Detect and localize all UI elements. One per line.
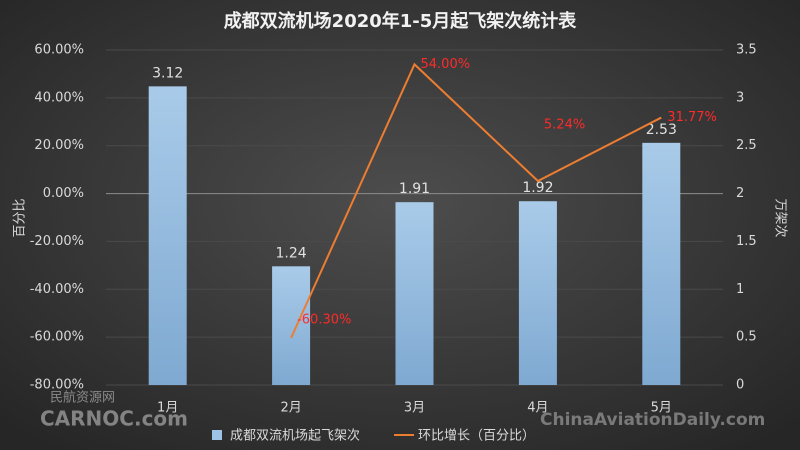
data-label: 54.00%: [421, 57, 471, 72]
data-label: 1.91: [399, 181, 430, 197]
y2-tick-label: 1: [736, 282, 744, 297]
y2-axis-title: 万架次: [773, 198, 789, 237]
y2-tick-label: 1.5: [736, 234, 757, 249]
bar: [642, 142, 681, 385]
data-label: 31.77%: [667, 110, 717, 125]
y2-tick-label: 2: [736, 186, 744, 201]
legend-label: 成都双流机场起飞架次: [230, 428, 360, 444]
data-label: -60.30%: [297, 312, 351, 327]
legend-swatch: [212, 430, 222, 440]
data-label: 1.92: [522, 180, 553, 196]
bar: [148, 86, 187, 385]
x-tick-label: 1月: [157, 401, 178, 416]
bar: [272, 266, 311, 385]
y-tick-label: -80.00%: [30, 378, 84, 393]
y-tick-label: 60.00%: [34, 43, 84, 58]
watermark: 民航资源网: [50, 390, 115, 406]
data-label: 1.24: [276, 245, 307, 261]
y-tick-label: 0.00%: [43, 186, 84, 201]
y-axis-title: 百分比: [13, 198, 28, 237]
y2-tick-label: 3: [736, 90, 744, 105]
data-label: 5.24%: [544, 118, 585, 133]
x-tick-label: 3月: [404, 401, 425, 416]
y-tick-label: -20.00%: [30, 234, 84, 249]
y-tick-label: 40.00%: [34, 90, 84, 105]
y-tick-label: -60.00%: [30, 330, 84, 345]
bar: [518, 201, 557, 385]
watermark: ChinaAviationDaily.com: [540, 410, 765, 430]
y2-tick-label: 0: [736, 378, 744, 393]
data-label: 2.53: [646, 122, 677, 138]
bar: [395, 202, 434, 385]
x-tick-label: 5月: [651, 401, 672, 416]
y2-tick-label: 2.5: [736, 138, 757, 153]
chart-title: 成都双流机场2020年1-5月起飞架次统计表: [224, 10, 578, 32]
watermark: CARNOC.com: [40, 407, 188, 431]
x-tick-label: 4月: [527, 401, 548, 416]
y-tick-label: 20.00%: [34, 138, 84, 153]
line: [290, 62, 662, 339]
data-label: 3.12: [152, 65, 183, 81]
legend-label: 环比增长（百分比）: [418, 429, 535, 444]
y2-tick-label: 3.5: [736, 43, 757, 58]
y2-tick-label: 0.5: [736, 330, 757, 345]
y-tick-label: -40.00%: [30, 282, 84, 297]
x-tick-label: 2月: [280, 401, 301, 416]
